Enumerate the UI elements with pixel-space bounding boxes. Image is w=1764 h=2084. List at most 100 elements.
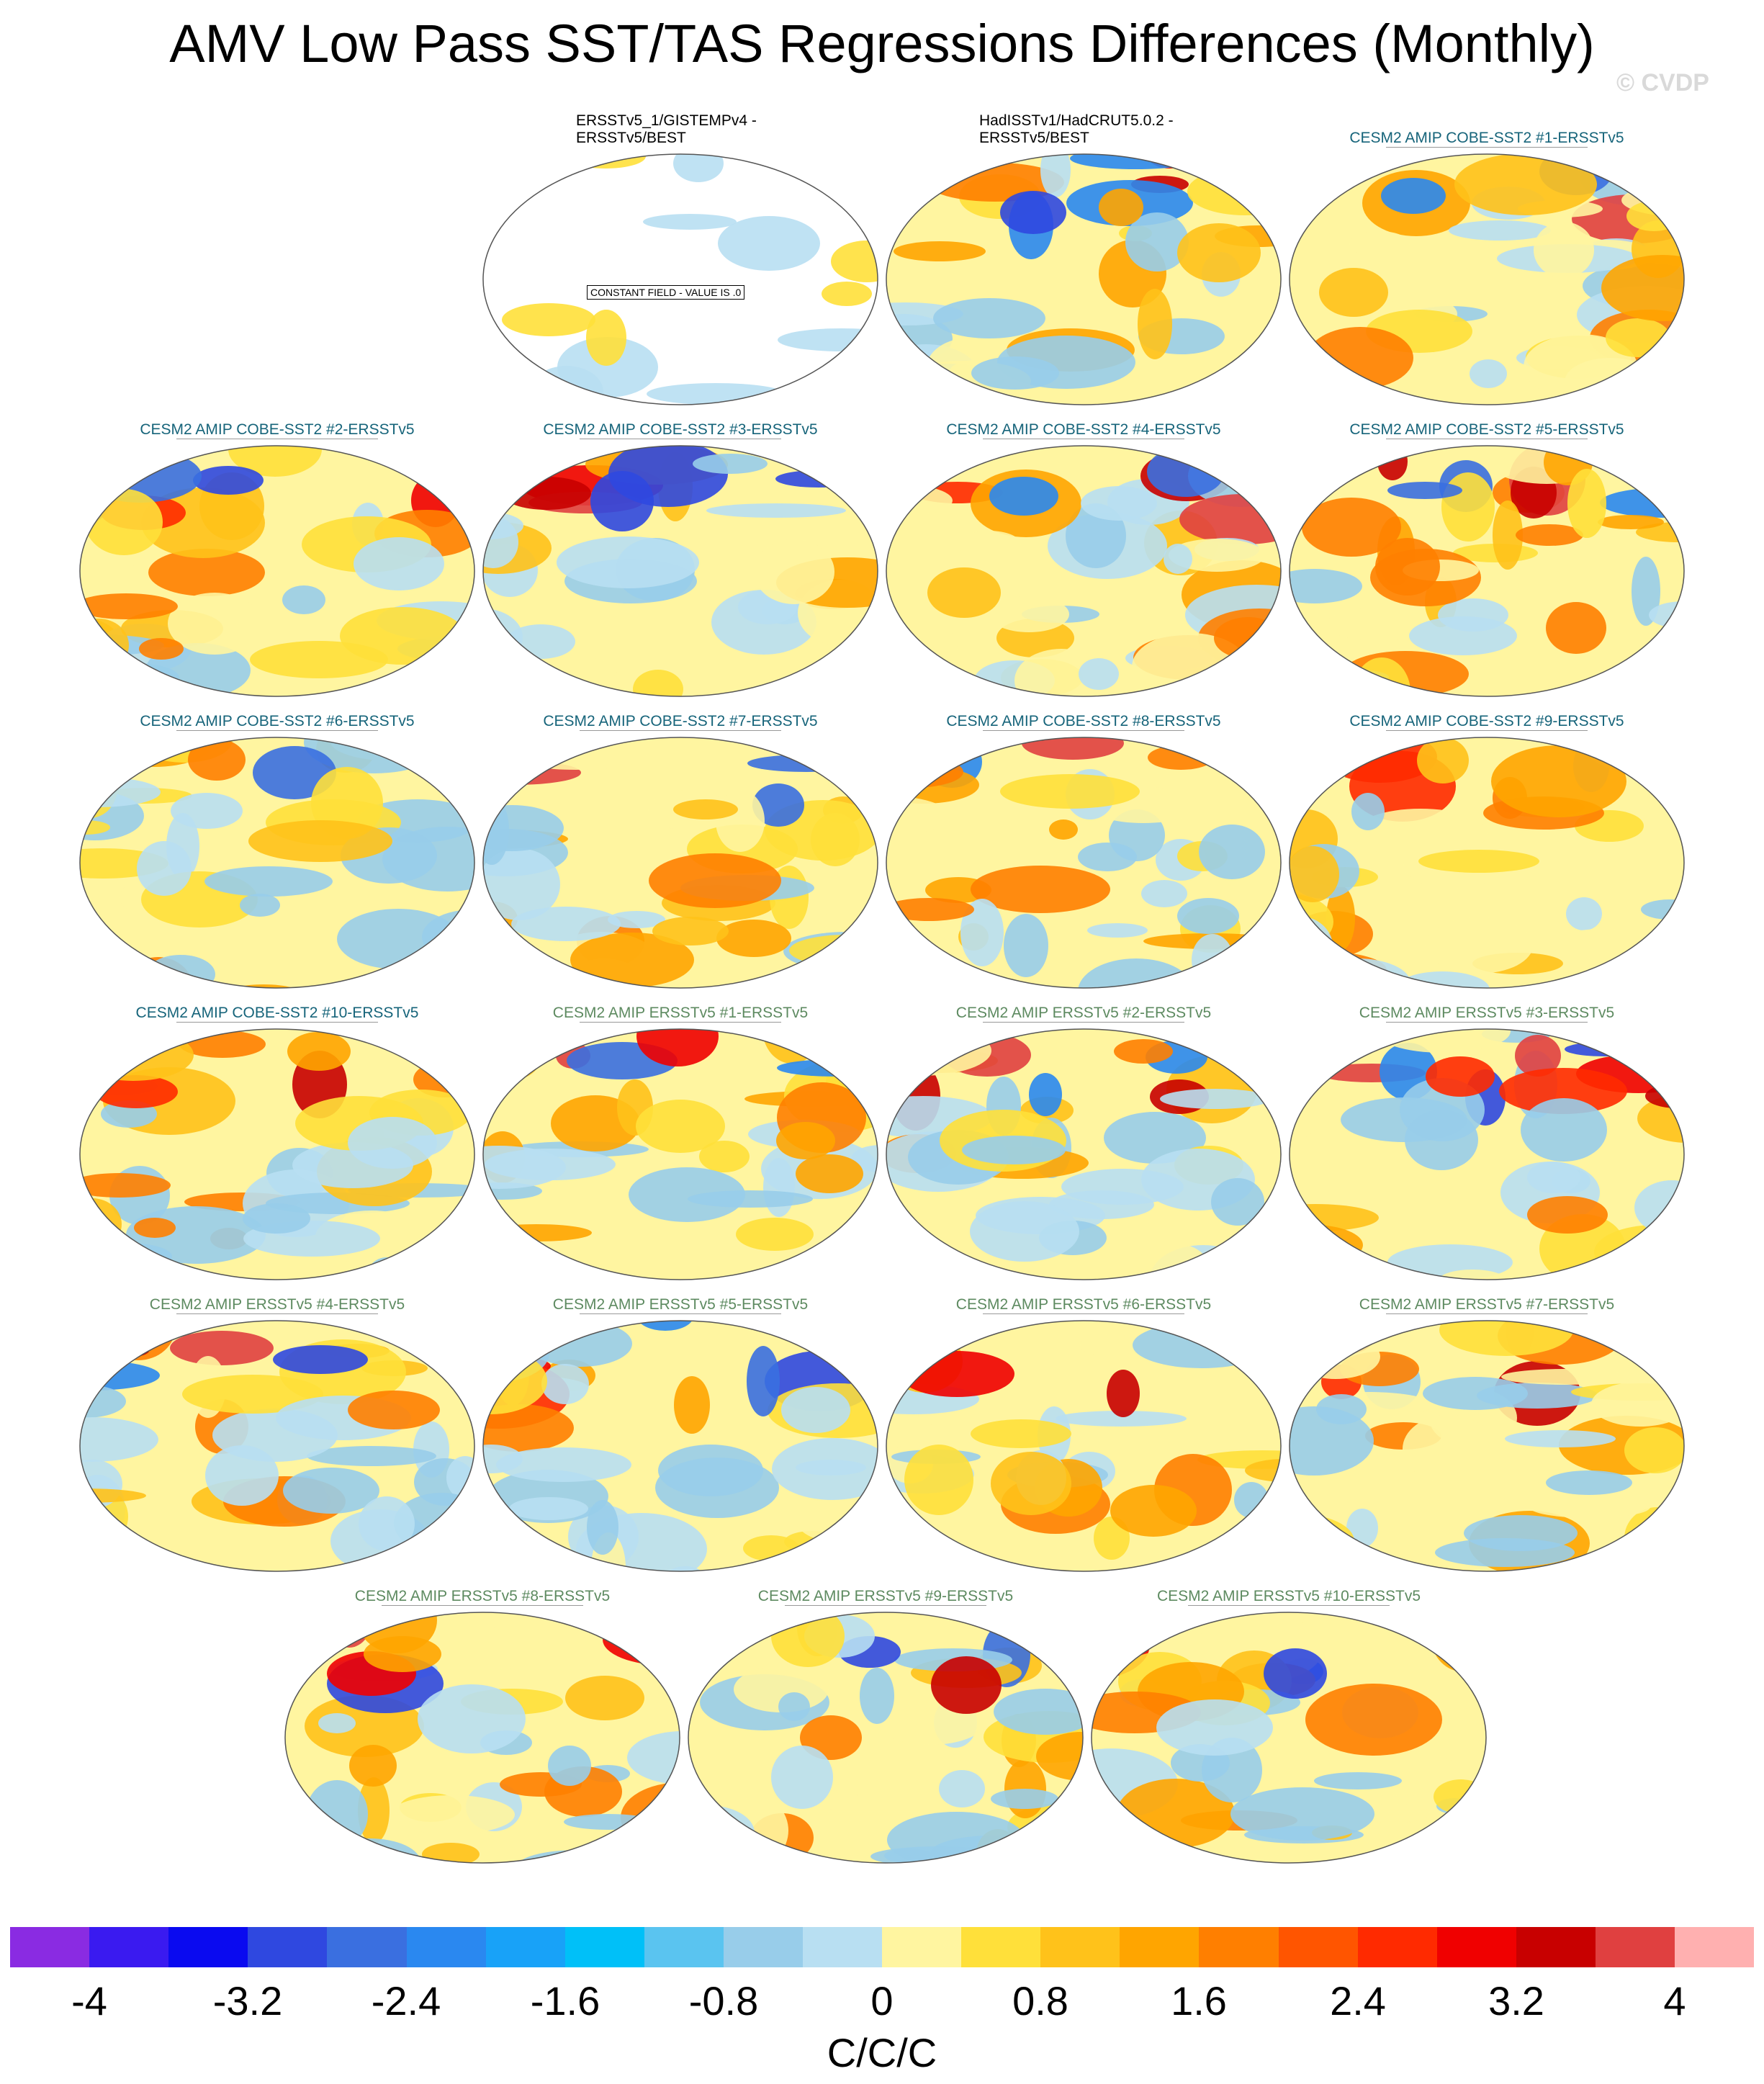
colorbar-swatch: [802, 1927, 883, 1967]
panel-title: CESM2 AMIP COBE-SST2 #5-ERSSTv5: [1349, 421, 1624, 438]
colorbar-tick-label: -1.6: [530, 1978, 600, 2024]
global-map: [1091, 1612, 1487, 1864]
global-map: [482, 1320, 878, 1572]
colorbar-tick-label: 3.2: [1488, 1978, 1544, 2024]
colorbar-swatch: [1516, 1927, 1596, 1967]
global-map: [1289, 445, 1685, 697]
colorbar-swatch: [961, 1927, 1041, 1967]
panel-title-underline: [983, 1022, 1184, 1023]
panel-title: CESM2 AMIP COBE-SST2 #9-ERSSTv5: [1349, 713, 1624, 729]
panel-title: CESM2 AMIP ERSSTv5 #8-ERSSTv5: [354, 1588, 611, 1604]
global-map: [1289, 737, 1685, 989]
panel-title-underline: [1386, 147, 1588, 148]
map-panel: CESM2 AMIP COBE-SST2 #2-ERSSTv5: [76, 421, 479, 709]
colorbar-swatch: [1199, 1927, 1279, 1967]
panel-title: HadISSTv1/HadCRUT5.0.2 - ERSSTv5/BEST: [979, 112, 1174, 146]
global-map: [886, 1320, 1282, 1572]
global-map: [79, 445, 475, 697]
map-panel: CESM2 AMIP COBE-SST2 #7-ERSSTv5: [479, 713, 882, 1001]
colorbar-tick-label: -2.4: [371, 1978, 441, 2024]
colorbar-swatch: [10, 1927, 90, 1967]
global-map: [482, 153, 878, 405]
panel-title-underline: [785, 1605, 986, 1606]
map-panel: CESM2 AMIP ERSSTv5 #6-ERSSTv5: [882, 1296, 1285, 1584]
global-map: [79, 1320, 475, 1572]
colorbar-swatch: [89, 1927, 169, 1967]
panel-title: CESM2 AMIP ERSSTv5 #4-ERSSTv5: [149, 1296, 405, 1313]
panel-title-underline: [1386, 1313, 1588, 1314]
panel-title-underline: [580, 1313, 781, 1314]
panel-title: CESM2 AMIP COBE-SST2 #2-ERSSTv5: [140, 421, 415, 438]
global-map: [79, 737, 475, 989]
global-map: [482, 445, 878, 697]
map-panel: CESM2 AMIP ERSSTv5 #8-ERSSTv5: [281, 1588, 684, 1876]
colorbar-swatch: [1436, 1927, 1517, 1967]
panel-title: CESM2 AMIP COBE-SST2 #6-ERSSTv5: [140, 713, 415, 729]
colorbar-units: C/C/C: [827, 2030, 937, 2075]
colorbar-swatch: [882, 1927, 962, 1967]
map-panel: HadISSTv1/HadCRUT5.0.2 - ERSSTv5/BEST: [882, 112, 1285, 418]
panel-title: CESM2 AMIP ERSSTv5 #9-ERSSTv5: [757, 1588, 1014, 1604]
colorbar-swatch: [168, 1927, 248, 1967]
panel-title-underline: [983, 730, 1184, 731]
global-map: [79, 1028, 475, 1280]
map-panel: CESM2 AMIP COBE-SST2 #6-ERSSTv5: [76, 713, 479, 1001]
panel-title: CESM2 AMIP ERSSTv5 #6-ERSSTv5: [955, 1296, 1212, 1313]
colorbar-tick-label: -0.8: [688, 1978, 759, 2024]
colorbar-swatch: [1595, 1927, 1675, 1967]
map-panel: CESM2 AMIP COBE-SST2 #1-ERSSTv5: [1285, 130, 1688, 418]
global-map: [886, 737, 1282, 989]
panel-title-underline: [1386, 730, 1588, 731]
global-map: [1289, 1320, 1685, 1572]
panel-title-underline: [176, 1022, 378, 1023]
colorbar-swatch: [564, 1927, 645, 1967]
colorbar: [10, 1927, 1755, 1967]
map-panel: CESM2 AMIP ERSSTv5 #3-ERSSTv5: [1285, 1005, 1688, 1293]
colorbar-swatch: [1278, 1927, 1359, 1967]
panel-title-underline: [580, 1022, 781, 1023]
colorbar-swatch: [644, 1927, 724, 1967]
map-panel: CESM2 AMIP ERSSTv5 #4-ERSSTv5: [76, 1296, 479, 1584]
colorbar-tick-label: 4: [1663, 1978, 1686, 2024]
colorbar-tick-label: 0.8: [1012, 1978, 1068, 2024]
global-map: [482, 737, 878, 989]
panel-title: CESM2 AMIP ERSSTv5 #2-ERSSTv5: [955, 1005, 1212, 1021]
global-map: [1289, 153, 1685, 405]
colorbar-swatch: [1040, 1927, 1120, 1967]
global-map: [284, 1612, 680, 1864]
colorbar-swatch: [327, 1927, 407, 1967]
map-panel: CESM2 AMIP COBE-SST2 #4-ERSSTv5: [882, 421, 1285, 709]
colorbar-swatch: [1674, 1927, 1755, 1967]
global-map: [886, 1028, 1282, 1280]
watermark: © CVDP: [1616, 69, 1709, 96]
map-panel: CESM2 AMIP COBE-SST2 #8-ERSSTv5: [882, 713, 1285, 1001]
map-panel: CESM2 AMIP COBE-SST2 #5-ERSSTv5: [1285, 421, 1688, 709]
colorbar-swatch: [723, 1927, 804, 1967]
panel-title: CESM2 AMIP COBE-SST2 #4-ERSSTv5: [946, 421, 1221, 438]
colorbar-tick-label: 1.6: [1171, 1978, 1227, 2024]
map-panel: CESM2 AMIP ERSSTv5 #2-ERSSTv5: [882, 1005, 1285, 1293]
colorbar-tick-label: -3.2: [212, 1978, 283, 2024]
panel-title: CESM2 AMIP ERSSTv5 #5-ERSSTv5: [552, 1296, 809, 1313]
map-panel: CESM2 AMIP ERSSTv5 #10-ERSSTv5: [1087, 1588, 1490, 1876]
global-map: [482, 1028, 878, 1280]
map-panel: CESM2 AMIP COBE-SST2 #9-ERSSTv5: [1285, 713, 1688, 1001]
constant-field-label: CONSTANT FIELD - VALUE IS .0: [587, 285, 745, 300]
panel-title-underline: [1386, 1022, 1588, 1023]
map-panel: ERSSTv5_1/GISTEMPv4 - ERSSTv5/BEST CONSTA…: [479, 112, 882, 418]
panel-title: CESM2 AMIP ERSSTv5 #3-ERSSTv5: [1359, 1005, 1615, 1021]
panel-title: CESM2 AMIP ERSSTv5 #7-ERSSTv5: [1359, 1296, 1615, 1313]
map-panel: CESM2 AMIP ERSSTv5 #5-ERSSTv5: [479, 1296, 882, 1584]
panel-title: CESM2 AMIP COBE-SST2 #1-ERSSTv5: [1349, 130, 1624, 146]
global-map: [886, 153, 1282, 405]
colorbar-swatch: [248, 1927, 328, 1967]
panel-title: CESM2 AMIP COBE-SST2 #8-ERSSTv5: [946, 713, 1221, 729]
map-panel: CESM2 AMIP COBE-SST2 #10-ERSSTv5: [76, 1005, 479, 1293]
page-title: AMV Low Pass SST/TAS Regressions Differe…: [169, 14, 1595, 73]
panel-title-underline: [176, 730, 378, 731]
panel-title-underline: [176, 1313, 378, 1314]
panel-title-underline: [382, 1605, 583, 1606]
map-panel: CESM2 AMIP ERSSTv5 #9-ERSSTv5: [684, 1588, 1087, 1876]
map-panel: CESM2 AMIP ERSSTv5 #7-ERSSTv5: [1285, 1296, 1688, 1584]
panel-title-underline: [1188, 1605, 1390, 1606]
